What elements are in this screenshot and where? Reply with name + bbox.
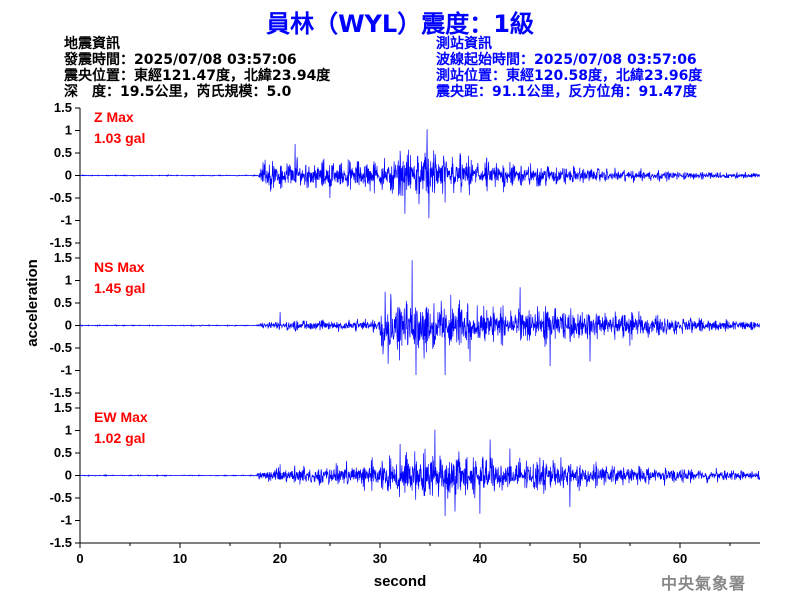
earthquake-info-heading: 地震資訊 — [64, 36, 120, 52]
agency-watermark: 中央氣象署 — [660, 574, 746, 593]
x-tick-label: 30 — [373, 551, 387, 566]
max-value-ns: 1.45 gal — [94, 280, 145, 296]
epicentral-distance: 震央距：91.1公里，反方位角：91.47度 — [436, 84, 697, 100]
y-tick-label: 0.5 — [54, 445, 72, 460]
x-axis-title: second — [374, 573, 427, 590]
y-tick-label: 0.5 — [54, 145, 72, 160]
y-tick-label: 0 — [65, 168, 72, 183]
y-tick-label: -0.5 — [50, 490, 72, 505]
y-tick-label: 0.5 — [54, 295, 72, 310]
waveform-start-time: 波線起始時間：2025/07/08 03:57:06 — [436, 52, 697, 68]
waveform-z-trace — [79, 129, 761, 219]
max-label-ns: NS Max — [94, 259, 145, 275]
x-tick-label: 60 — [673, 551, 687, 566]
y-tick-label: -0.5 — [50, 190, 72, 205]
y-tick-label: 1 — [65, 123, 72, 138]
y-axis-title: acceleration — [24, 259, 41, 347]
x-tick-label: 10 — [173, 551, 187, 566]
y-tick-label: -1 — [60, 513, 72, 528]
max-value-z: 1.03 gal — [94, 130, 145, 146]
earthquake-info: 地震資訊 發震時間：2025/07/08 03:57:06 震央位置：東經121… — [64, 36, 330, 100]
x-tick-label: 20 — [273, 551, 287, 566]
y-tick-label: 1 — [65, 273, 72, 288]
y-tick-label: 1.5 — [54, 400, 72, 415]
y-tick-label: -1.5 — [50, 235, 72, 250]
y-tick-label: -1 — [60, 213, 72, 228]
station-info-heading: 測站資訊 — [436, 36, 492, 52]
max-label-ew: EW Max — [94, 409, 148, 425]
max-label-z: Z Max — [94, 109, 134, 125]
y-tick-label: -1.5 — [50, 535, 72, 550]
station-location: 測站位置：東經120.58度，北緯23.96度 — [436, 68, 703, 84]
y-tick-label: -0.5 — [50, 340, 72, 355]
y-tick-label: 1 — [65, 423, 72, 438]
station-info: 測站資訊 波線起始時間：2025/07/08 03:57:06 測站位置：東經1… — [436, 36, 702, 100]
max-value-ew: 1.02 gal — [94, 430, 145, 446]
page-title: 員林（WYL）震度：1級 — [266, 10, 534, 38]
epicenter-location: 震央位置：東經121.47度，北緯23.94度 — [64, 68, 331, 84]
x-tick-label: 50 — [573, 551, 587, 566]
y-tick-label: -1.5 — [50, 385, 72, 400]
y-tick-label: 1.5 — [54, 100, 72, 115]
y-tick-label: 0 — [65, 318, 72, 333]
y-tick-label: 1.5 — [54, 250, 72, 265]
depth-magnitude: 深 度：19.5公里，芮氏規模：5.0 — [64, 84, 292, 100]
y-tick-label: 0 — [65, 468, 72, 483]
y-tick-label: -1 — [60, 363, 72, 378]
waveform-ew-trace — [79, 429, 761, 517]
origin-time: 發震時間：2025/07/08 03:57:06 — [64, 52, 297, 68]
x-tick-label: 40 — [473, 551, 487, 566]
waveform-ns-trace — [79, 260, 761, 376]
x-tick-label: 0 — [76, 551, 83, 566]
